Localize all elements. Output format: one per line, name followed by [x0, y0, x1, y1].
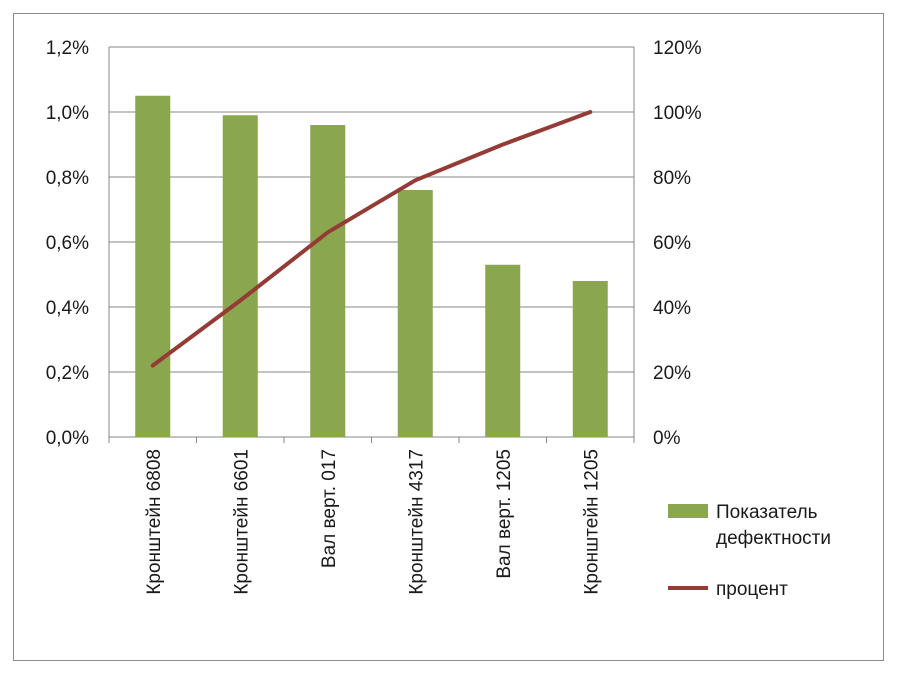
left-tick-label: 1,0% — [46, 103, 89, 124]
bar — [485, 264, 521, 437]
legend-bar-label-line1: Показатель — [716, 502, 818, 523]
x-tick-label: Вал верт. 017 — [319, 449, 340, 568]
x-tick-label: Кронштейн 1205 — [581, 449, 602, 595]
bar — [397, 190, 433, 437]
legend-bar-swatch — [668, 504, 708, 518]
left-tick-label: 0,8% — [46, 168, 89, 189]
legend-bar-label-line2: дефектности — [716, 528, 831, 549]
x-tick-label: Вал верт. 1205 — [494, 449, 515, 579]
right-tick-label: 20% — [653, 363, 691, 384]
right-tick-label: 120% — [653, 38, 702, 59]
right-tick-label: 60% — [653, 233, 691, 254]
bar — [310, 125, 346, 437]
bar — [135, 95, 171, 437]
right-tick-label: 80% — [653, 168, 691, 189]
legend: Показатель дефектности процент — [668, 502, 831, 600]
right-tick-label: 0% — [653, 428, 681, 449]
x-tick-label: Кронштейн 4317 — [406, 449, 427, 595]
bar-series — [135, 95, 608, 437]
left-tick-label: 0,0% — [46, 428, 89, 449]
bar — [222, 115, 258, 437]
x-tick-label: Кронштейн 6601 — [231, 449, 252, 595]
bar — [572, 281, 608, 437]
x-axis-ticks: Кронштейн 6808 Кронштейн 6601 Вал верт. 01… — [144, 449, 603, 595]
x-tick-label: Кронштейн 6808 — [144, 449, 165, 595]
left-tick-label: 0,6% — [46, 233, 89, 254]
right-tick-label: 40% — [653, 298, 691, 319]
left-tick-label: 0,2% — [46, 363, 89, 384]
line-series — [150, 110, 593, 368]
left-tick-label: 0,4% — [46, 298, 89, 319]
left-axis-ticks: 0,0% 0,2% 0,4% 0,6% 0,8% 1,0% 1,2% — [46, 38, 89, 449]
right-axis-ticks: 0% 20% 40% 60% 80% 100% 120% — [653, 38, 702, 449]
left-tick-label: 1,2% — [46, 38, 89, 59]
gridlines — [108, 46, 635, 443]
legend-line-label: процент — [716, 579, 788, 600]
right-tick-label: 100% — [653, 103, 702, 124]
percent-line — [150, 110, 593, 368]
